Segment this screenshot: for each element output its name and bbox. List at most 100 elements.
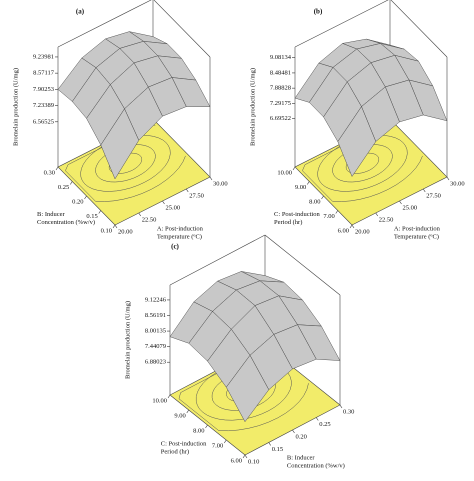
z-tick-label: 8.56191: [145, 312, 166, 319]
z-tick-label: 8.57117: [33, 70, 55, 77]
x-axis-label: Temperature (ºC): [157, 233, 202, 240]
y-axis-label: Period (hr): [161, 448, 189, 455]
x-tick: [209, 176, 213, 181]
y-tick-label: 7.00: [323, 213, 334, 220]
z-tick-label: 8.00135: [145, 328, 166, 335]
y-tick-label: 0.25: [58, 184, 69, 191]
x-tick-label: 25.00: [166, 204, 181, 211]
x-tick: [268, 442, 271, 446]
x-tick: [292, 429, 295, 434]
y-axis-label: C: Post-induction: [161, 440, 207, 447]
x-tick: [162, 200, 165, 205]
y-tick: [205, 424, 208, 429]
x-axis-label: B: Inducer: [287, 454, 315, 461]
y-tick: [321, 195, 324, 200]
y-axis-label: Period (hr): [274, 219, 302, 226]
contour: [178, 350, 309, 432]
x-tick-label: 25.00: [403, 204, 418, 211]
panel: 6.88023 7.44079 8.00135 8.56191 9.12246 0.10 0…: [124, 234, 354, 469]
z-tick-label: 6.69522: [270, 115, 291, 122]
z-axis-label: Bromelain production (U/mg): [12, 68, 19, 146]
x-tick: [114, 224, 118, 229]
z-tick-label: 6.56525: [33, 118, 54, 125]
panel-title: (b): [314, 8, 323, 16]
box-edge: [153, 0, 211, 58]
y-tick: [349, 224, 353, 229]
contour: [65, 124, 186, 202]
x-tick-label: 0.30: [343, 408, 354, 415]
x-axis-label: Concentration (%w/v): [287, 462, 345, 469]
box-edge: [294, 0, 389, 48]
x-tick: [423, 188, 426, 193]
y-tick: [70, 181, 73, 185]
z-tick-label: 9.08134: [270, 54, 292, 61]
y-tick: [112, 224, 116, 229]
box-edge: [57, 0, 152, 48]
y-tick-label: 6.00: [338, 227, 349, 234]
y-tick: [224, 439, 227, 444]
x-tick-label: 22.50: [379, 216, 394, 223]
z-tick-label: 6.88023: [145, 359, 166, 366]
x-tick-label: 27.50: [189, 192, 204, 199]
y-tick-label: 8.00: [193, 427, 204, 434]
y-axis-label: Concentration (%w/v): [37, 219, 95, 226]
y-axis-label: B: Inducer: [37, 211, 65, 218]
x-tick-label: 27.50: [426, 192, 441, 199]
panel-title: (c): [171, 243, 179, 251]
contour: [302, 124, 423, 202]
x-axis-label: A: Post-induction: [394, 225, 441, 232]
y-axis-label: C: Post-induction: [274, 211, 320, 218]
z-tick-label: 9.12246: [145, 296, 167, 303]
box-edge: [169, 234, 266, 286]
x-tick-label: 0.10: [248, 458, 259, 465]
x-tick-label: 22.50: [142, 216, 157, 223]
y-tick-label: 7.00: [212, 442, 223, 449]
x-axis-label: Temperature (ºC): [394, 233, 439, 240]
y-tick-label: 9.00: [174, 412, 185, 419]
panel-title: (a): [76, 8, 85, 16]
panel: 6.69522 7.29175 7.88828 8.48481 9.08134 20.00…: [249, 0, 465, 240]
z-tick-label: 7.44079: [145, 343, 166, 350]
x-axis-label: A: Post-induction: [157, 225, 204, 232]
x-tick: [339, 404, 343, 409]
x-tick: [138, 212, 141, 217]
box-edge: [264, 234, 341, 296]
z-tick-label: 7.90253: [33, 86, 54, 93]
y-tick-label: 0.10: [101, 227, 112, 234]
x-tick: [446, 176, 450, 181]
y-tick: [307, 181, 310, 185]
panel: 6.56525 7.23389 7.90253 8.57117 9.23981 20.00…: [12, 0, 228, 240]
z-tick-label: 7.29175: [270, 100, 291, 107]
box-edge: [390, 0, 448, 58]
z-tick-label: 7.88828: [270, 85, 291, 92]
x-tick-label: 20.00: [355, 228, 370, 235]
x-tick: [316, 417, 319, 421]
z-tick-label: 7.23389: [33, 102, 54, 109]
x-tick-label: 30.00: [450, 180, 465, 187]
z-tick-label: 9.23981: [33, 53, 54, 60]
y-tick-label: 0.30: [44, 169, 55, 176]
y-tick: [242, 454, 246, 459]
z-tick-label: 8.48481: [270, 69, 291, 76]
y-tick: [335, 210, 338, 214]
x-tick-label: 0.25: [319, 421, 330, 428]
y-tick-label: 10.00: [152, 397, 167, 404]
y-tick: [55, 166, 59, 171]
x-tick: [399, 200, 402, 205]
x-tick: [186, 188, 189, 193]
y-tick-label: 8.00: [309, 198, 320, 205]
y-tick-label: 9.00: [295, 184, 306, 191]
y-tick-label: 6.00: [231, 457, 242, 464]
y-tick: [186, 409, 189, 414]
x-tick-label: 0.15: [272, 446, 283, 453]
y-tick: [167, 394, 171, 399]
y-tick-label: 10.00: [277, 169, 292, 176]
surface-patch: [226, 354, 270, 423]
y-tick: [98, 210, 101, 214]
y-tick-label: 0.15: [86, 213, 97, 220]
x-tick: [375, 212, 378, 217]
x-tick-label: 0.20: [296, 433, 307, 440]
y-tick: [292, 166, 296, 171]
surface-patch: [337, 106, 377, 177]
